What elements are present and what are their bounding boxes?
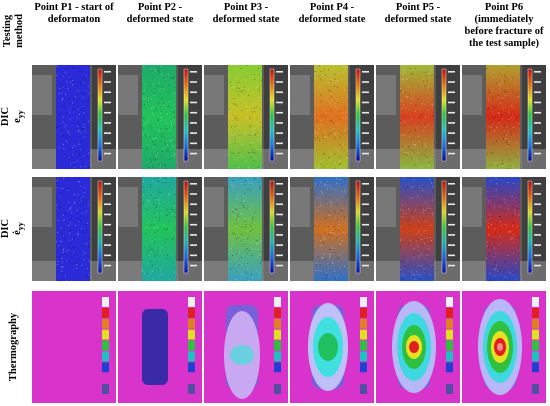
thermography-panel bbox=[32, 291, 116, 403]
testing-method-header: Testing method bbox=[0, 0, 28, 62]
dic-panel bbox=[118, 65, 202, 169]
thermography-image bbox=[290, 291, 374, 403]
dic-panel bbox=[290, 177, 374, 281]
thermography-image bbox=[462, 291, 546, 403]
dic-image bbox=[376, 177, 460, 281]
row-label-dic-strain-subscript: yy bbox=[16, 110, 26, 119]
column-header-p3: Point P3 - deformed state bbox=[212, 2, 280, 25]
dic-image bbox=[290, 177, 374, 281]
dic-image bbox=[118, 65, 202, 169]
dic-image bbox=[462, 177, 546, 281]
thermography-panel bbox=[290, 291, 374, 403]
dic-image bbox=[32, 177, 116, 281]
dic-panel bbox=[32, 177, 116, 281]
row-label-dic-strain-rate: DIC ėyy bbox=[0, 177, 28, 281]
dic-panel bbox=[204, 177, 288, 281]
column-header-p5: Point P5 - deformed state bbox=[384, 2, 452, 25]
row-label-dic-strain-text: DIC bbox=[0, 107, 12, 127]
thermography-image bbox=[204, 291, 288, 403]
row-label-dic-strain-rate-subscript: yy bbox=[16, 222, 26, 231]
dic-image bbox=[290, 65, 374, 169]
dic-image bbox=[204, 177, 288, 281]
thermography-panel bbox=[376, 291, 460, 403]
dic-panel bbox=[376, 65, 460, 169]
row-label-thermography: Thermography bbox=[0, 291, 28, 403]
row-label-thermography-text: Thermography bbox=[8, 312, 19, 382]
dic-image bbox=[32, 65, 116, 169]
dic-panel bbox=[32, 65, 116, 169]
thermography-panel bbox=[118, 291, 202, 403]
thermography-panel bbox=[204, 291, 288, 403]
dic-image bbox=[204, 65, 288, 169]
dic-panel bbox=[462, 177, 546, 281]
row-label-dic-strain-rate-text: DIC bbox=[0, 219, 12, 239]
dic-image bbox=[462, 65, 546, 169]
dic-panel bbox=[462, 65, 546, 169]
column-header-p2: Point P2 - deformed state bbox=[126, 2, 194, 25]
thermography-panel bbox=[462, 291, 546, 403]
dic-panel bbox=[118, 177, 202, 281]
dic-image bbox=[376, 65, 460, 169]
testing-method-label: Testing method bbox=[2, 14, 26, 48]
thermography-image bbox=[118, 291, 202, 403]
column-header-p6: Point P6 (immediately before fracture of… bbox=[464, 2, 544, 49]
thermography-image bbox=[32, 291, 116, 403]
column-header-p4: Point P4 - deformed state bbox=[298, 2, 366, 25]
row-label-dic-strain: DIC eyy bbox=[0, 65, 28, 169]
dic-panel bbox=[204, 65, 288, 169]
thermography-image bbox=[376, 291, 460, 403]
row-label-dic-strain-rate-symbol: ė bbox=[12, 230, 24, 236]
dic-image bbox=[118, 177, 202, 281]
dic-panel bbox=[290, 65, 374, 169]
dic-panel bbox=[376, 177, 460, 281]
row-label-dic-strain-symbol: e bbox=[12, 118, 24, 124]
column-header-p1: Point P1 - start of deformaton bbox=[34, 2, 114, 25]
